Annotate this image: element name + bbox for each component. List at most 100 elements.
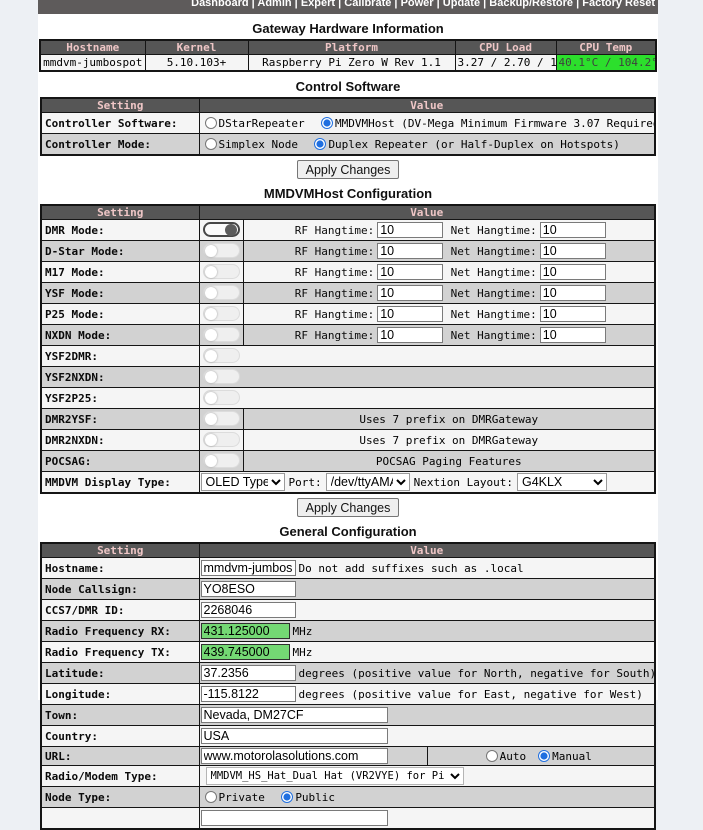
dmr-mode-row: DMR Mode: RF Hangtime: Net Hangtime: bbox=[40, 219, 656, 241]
node-type-private-radio[interactable] bbox=[204, 791, 217, 804]
general-config-title: General Configuration bbox=[279, 524, 417, 540]
nav-link-update[interactable]: Update bbox=[442, 0, 481, 9]
ysf-mode-toggle[interactable] bbox=[202, 285, 240, 301]
nxdn-net-hangtime-input[interactable] bbox=[539, 326, 606, 343]
ysf2p25-row: YSF2P25: bbox=[40, 387, 656, 409]
url-row: URL: Auto Manual bbox=[40, 746, 656, 767]
rx-unit-label: MHz bbox=[292, 625, 313, 639]
dmr-id-label: CCS7/DMR ID: bbox=[40, 599, 200, 622]
pocsag-label: POCSAG: bbox=[40, 450, 200, 472]
duplex-repeater-radio[interactable] bbox=[314, 138, 327, 150]
partial-row-input[interactable] bbox=[200, 810, 388, 827]
nav-link-expert[interactable]: Expert bbox=[300, 0, 336, 9]
m17-net-hangtime-input[interactable] bbox=[539, 263, 606, 280]
ysf2dmr-toggle[interactable] bbox=[202, 348, 240, 364]
mmdvmhost-radio[interactable] bbox=[321, 117, 334, 129]
duplex-repeater-radio-label: Duplex Repeater (or Half-Duplex on Hotsp… bbox=[328, 138, 620, 151]
ysf-mode-row: YSF Mode: RF Hangtime: Net Hangtime: bbox=[40, 282, 656, 304]
top-navbar: Dashboard | Admin | Expert | Calibrate |… bbox=[38, 0, 658, 14]
m17-mode-toggle[interactable] bbox=[202, 264, 240, 280]
hostname-input[interactable] bbox=[200, 560, 296, 576]
mmdvmhost-apply-button[interactable]: Apply Changes bbox=[296, 498, 400, 518]
display-type-select[interactable]: OLED Type 3 bbox=[200, 473, 285, 491]
ysf-mode-label: YSF Mode: bbox=[40, 282, 200, 304]
longitude-row: Longitude: degrees (positive value for E… bbox=[40, 683, 656, 706]
url-input[interactable] bbox=[200, 748, 388, 765]
town-input[interactable] bbox=[200, 707, 388, 723]
p25-rf-hangtime-input[interactable] bbox=[377, 305, 444, 322]
nextion-layout-label: Nextion Layout: bbox=[413, 476, 513, 490]
dmr2nxdn-row: DMR2NXDN: Uses 7 prefix on DMRGateway bbox=[40, 429, 656, 451]
controller-software-row: Controller Software: DStarRepeater MMDVM… bbox=[40, 112, 656, 134]
url-auto-radio-label: Auto bbox=[499, 749, 527, 763]
dmr2ysf-note: Uses 7 prefix on DMRGateway bbox=[242, 408, 656, 430]
longitude-label: Longitude: bbox=[40, 683, 200, 706]
dmr-rf-hangtime-input[interactable] bbox=[377, 221, 444, 238]
nav-link-admin[interactable]: Admin bbox=[257, 0, 292, 9]
port-select[interactable]: /dev/ttyAMA0 bbox=[325, 473, 410, 491]
nav-link-dashboard[interactable]: Dashboard bbox=[191, 0, 249, 9]
country-row: Country: bbox=[40, 725, 656, 748]
dstar-rf-hangtime-input[interactable] bbox=[377, 242, 444, 259]
dmr-net-hangtime-input[interactable] bbox=[539, 221, 606, 238]
country-input[interactable] bbox=[200, 728, 388, 744]
mmdvmhost-config-table: Setting Value DMR Mode: RF Hangtime: Net… bbox=[40, 204, 656, 495]
mmdvm-header-value: Value bbox=[198, 204, 656, 220]
longitude-note: degrees (positive value for East, negati… bbox=[298, 688, 643, 702]
dstar-net-hangtime-input[interactable] bbox=[539, 242, 606, 259]
control-software-title: Control Software bbox=[295, 79, 401, 94]
pocsag-row: POCSAG: POCSAG Paging Features bbox=[40, 450, 656, 472]
url-manual-radio[interactable] bbox=[538, 750, 551, 763]
town-label: Town: bbox=[40, 704, 200, 727]
radio-frequency-rx-input[interactable] bbox=[200, 623, 290, 639]
tx-unit-label: MHz bbox=[292, 646, 313, 660]
latitude-input[interactable] bbox=[200, 665, 296, 681]
dstar-mode-toggle[interactable] bbox=[202, 243, 240, 259]
m17-mode-label: M17 Mode: bbox=[40, 261, 200, 283]
dstar-mode-label: D-Star Mode: bbox=[40, 240, 200, 262]
net-hangtime-label: Net Hangtime: bbox=[450, 266, 537, 279]
dmr-id-input[interactable] bbox=[200, 602, 296, 618]
radio-frequency-tx-label: Radio Frequency TX: bbox=[40, 641, 200, 664]
m17-rf-hangtime-input[interactable] bbox=[377, 263, 444, 280]
net-hangtime-label: Net Hangtime: bbox=[450, 224, 537, 237]
nxdn-rf-hangtime-input[interactable] bbox=[377, 326, 444, 343]
url-label: URL: bbox=[40, 746, 200, 767]
ysf-net-hangtime-input[interactable] bbox=[539, 284, 606, 301]
nav-link-power[interactable]: Power bbox=[400, 0, 434, 9]
rf-hangtime-label: RF Hangtime: bbox=[294, 329, 375, 342]
ysf2p25-toggle[interactable] bbox=[202, 390, 240, 406]
node-callsign-input[interactable] bbox=[200, 581, 296, 597]
url-auto-radio[interactable] bbox=[485, 750, 498, 763]
hostname-row: Hostname: Do not add suffixes such as .l… bbox=[40, 557, 656, 580]
radio-frequency-tx-input[interactable] bbox=[200, 644, 290, 660]
hardware-col-cpu-temp: CPU Temp bbox=[555, 39, 657, 55]
nxdn-mode-toggle[interactable] bbox=[202, 327, 240, 343]
hostname-label: Hostname: bbox=[40, 557, 200, 580]
nav-link-factory-reset[interactable]: Factory Reset bbox=[582, 0, 655, 9]
radio-modem-type-select[interactable]: MMDVM_HS_Hat_Dual Hat (VR2VYE) for Pi (G… bbox=[205, 767, 464, 786]
ysf-rf-hangtime-input[interactable] bbox=[377, 284, 444, 301]
nav-link-calibrate[interactable]: Calibrate bbox=[344, 0, 392, 9]
p25-mode-toggle[interactable] bbox=[202, 306, 240, 322]
controller-mode-label: Controller Mode: bbox=[40, 133, 200, 156]
cpu-temp-value: 40.1°C / 104.2°F bbox=[555, 54, 657, 72]
nextion-layout-select[interactable]: G4KLX bbox=[516, 473, 607, 491]
node-type-public-radio[interactable] bbox=[281, 791, 294, 804]
nxdn-mode-row: NXDN Mode: RF Hangtime: Net Hangtime: bbox=[40, 324, 656, 346]
dmr2ysf-toggle[interactable] bbox=[202, 411, 240, 427]
dmr-mode-toggle[interactable] bbox=[202, 222, 240, 238]
simplex-node-radio[interactable] bbox=[204, 138, 217, 150]
dmr-id-row: CCS7/DMR ID: bbox=[40, 599, 656, 622]
control-software-apply-button[interactable]: Apply Changes bbox=[296, 160, 400, 179]
p25-net-hangtime-input[interactable] bbox=[539, 305, 606, 322]
pocsag-toggle[interactable] bbox=[202, 453, 240, 469]
p25-mode-label: P25 Mode: bbox=[40, 303, 200, 325]
nav-link-backup-restore[interactable]: Backup/Restore bbox=[489, 0, 574, 9]
radio-frequency-rx-row: Radio Frequency RX: MHz bbox=[40, 620, 656, 643]
mmdvmhost-config-title: MMDVMHost Configuration bbox=[263, 186, 433, 201]
dstarrepeater-radio[interactable] bbox=[204, 117, 217, 129]
ysf2nxdn-toggle[interactable] bbox=[202, 369, 240, 385]
nxdn-mode-label: NXDN Mode: bbox=[40, 324, 200, 346]
dmr2nxdn-toggle[interactable] bbox=[202, 432, 240, 448]
